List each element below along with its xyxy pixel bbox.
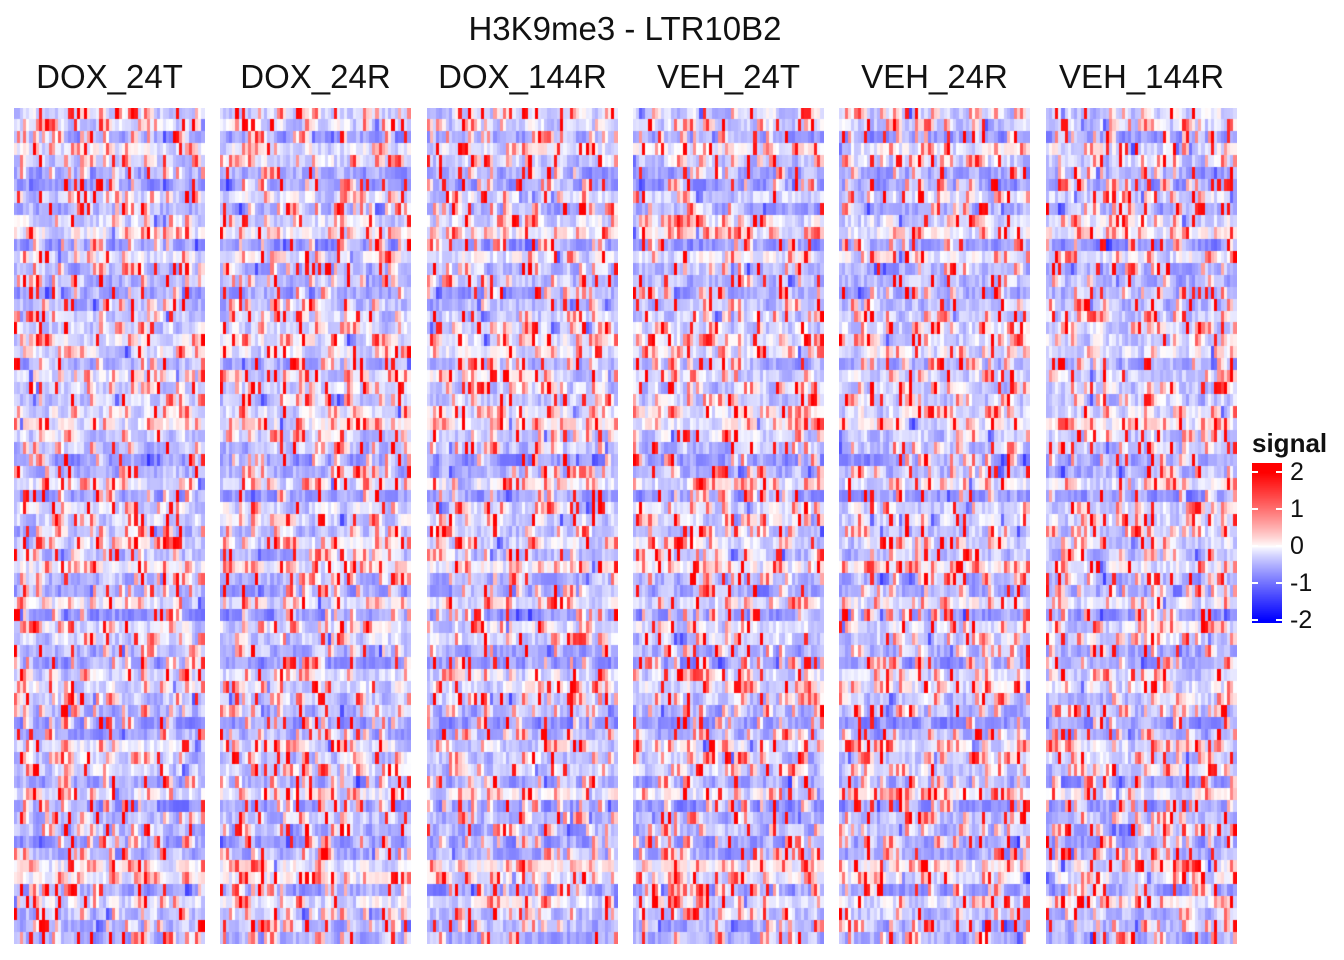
- panel-title-dox-144r: DOX_144R: [438, 58, 607, 95]
- heatmap-cells-veh-24t: [633, 108, 824, 944]
- heatmap-cells-dox-144r: [427, 108, 618, 944]
- legend-label-0: 0: [1290, 532, 1304, 560]
- heatmap-panel-dox-144r: [427, 108, 618, 944]
- legend-tick-neg2: [1252, 619, 1282, 621]
- legend-gradient: [1252, 463, 1282, 623]
- chart-title: H3K9me3 - LTR10B2: [468, 10, 782, 47]
- legend-tick-0: [1252, 545, 1282, 547]
- legend-tick-2: [1252, 471, 1282, 473]
- panel-title-veh-24r: VEH_24R: [861, 58, 1008, 95]
- heatmap-cells-dox-24t: [14, 108, 205, 944]
- heatmap-cells-veh-24r: [839, 108, 1030, 944]
- legend-colorbar: [1252, 463, 1282, 623]
- heatmap-cells-veh-144r: [1046, 108, 1237, 944]
- heatmap-panel-veh-24t: [633, 108, 824, 944]
- panel-title-veh-24t: VEH_24T: [656, 58, 801, 95]
- legend-label-neg1: -1: [1290, 569, 1313, 597]
- heatmap-panel-veh-24r: [839, 108, 1030, 944]
- legend-tick-neg1: [1252, 582, 1282, 584]
- panel-title-dox-24r: DOX_24R: [240, 58, 391, 95]
- heatmap-panel-veh-144r: [1046, 108, 1237, 944]
- legend-label-1: 1: [1290, 495, 1304, 523]
- heatmap-cells-dox-24r: [220, 108, 411, 944]
- heatmap-panel-dox-24t: [14, 108, 205, 944]
- panel-title-veh-144r: VEH_144R: [1058, 58, 1225, 95]
- legend-tick-1: [1252, 508, 1282, 510]
- legend-label-neg2: -2: [1290, 606, 1313, 634]
- heatmap-panel-dox-24r: [220, 108, 411, 944]
- legend-label-2: 2: [1290, 458, 1304, 486]
- legend-title: signal: [1252, 428, 1328, 458]
- panel-title-dox-24t: DOX_24T: [36, 58, 183, 95]
